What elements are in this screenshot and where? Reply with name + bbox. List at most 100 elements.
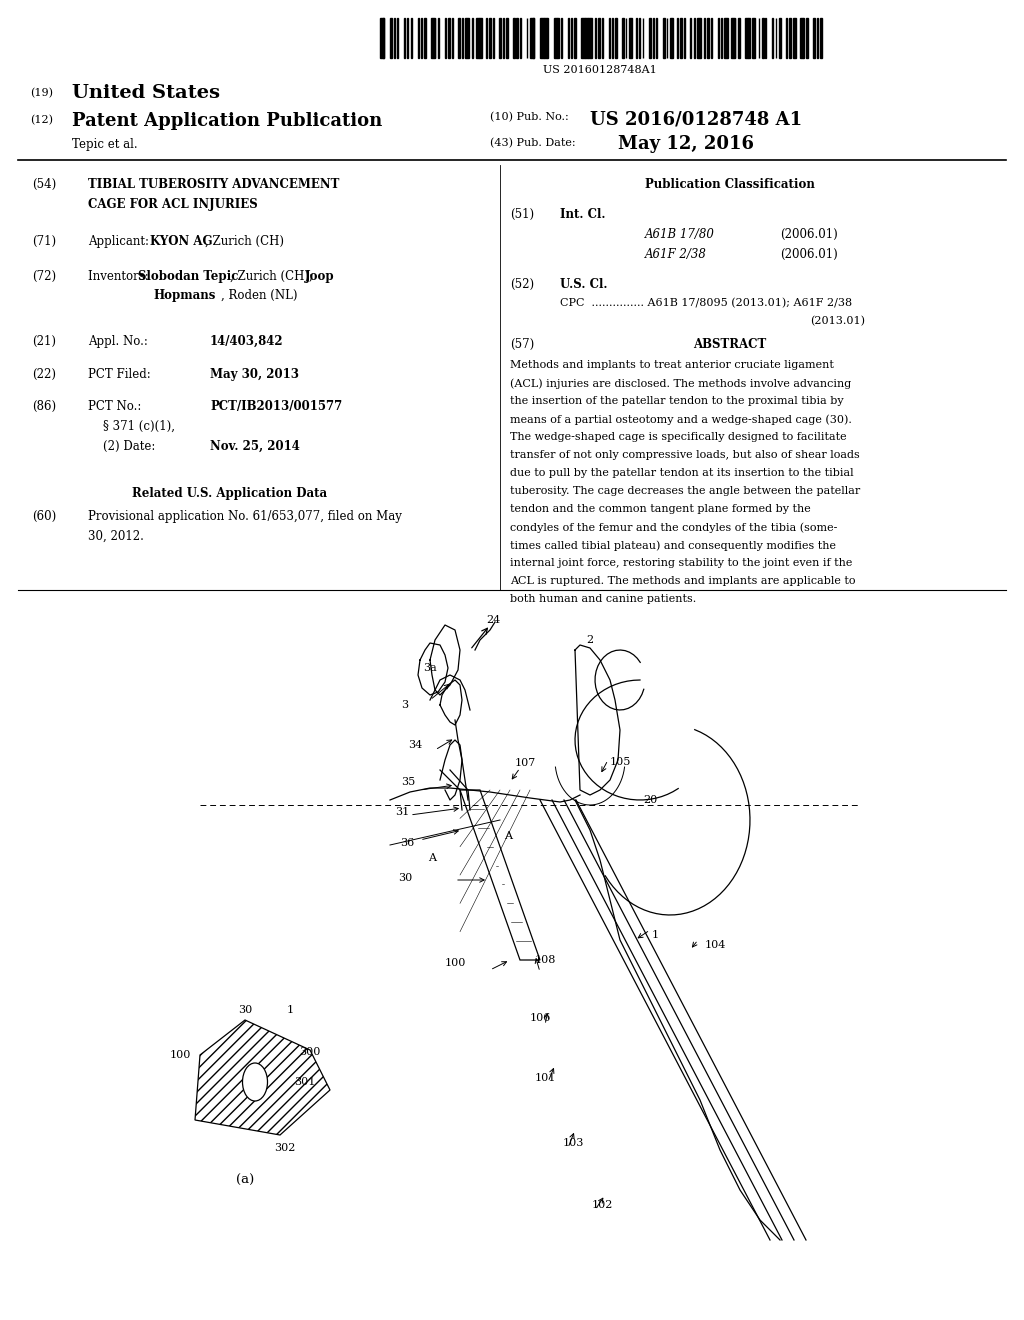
Text: 104: 104 (705, 940, 726, 950)
Text: , Zurich (CH): , Zurich (CH) (205, 235, 284, 248)
Bar (708, 18, 709, 58)
Bar (585, 18, 588, 58)
Text: 105: 105 (609, 756, 631, 767)
Text: Joop: Joop (305, 271, 335, 282)
Text: PCT No.:: PCT No.: (88, 400, 141, 413)
Bar (820, 18, 821, 58)
Text: 30: 30 (398, 873, 412, 883)
Bar (623, 18, 624, 58)
Bar (506, 18, 508, 58)
Text: (10) Pub. No.:: (10) Pub. No.: (490, 112, 568, 123)
Text: PCT/IB2013/001577: PCT/IB2013/001577 (210, 400, 342, 413)
Text: (2013.01): (2013.01) (810, 315, 865, 326)
Text: Inventors:: Inventors: (88, 271, 153, 282)
Bar (557, 18, 559, 58)
Bar (738, 18, 739, 58)
Bar (762, 18, 764, 58)
Text: (ACL) injuries are disclosed. The methods involve advancing: (ACL) injuries are disclosed. The method… (510, 378, 851, 388)
Bar (670, 18, 674, 58)
Text: 31: 31 (395, 807, 410, 817)
Text: Applicant:: Applicant: (88, 235, 153, 248)
Text: (43) Pub. Date:: (43) Pub. Date: (490, 139, 575, 148)
Text: Hopmans: Hopmans (153, 289, 215, 302)
Bar (449, 18, 450, 58)
Text: (51): (51) (510, 209, 535, 220)
Bar (697, 18, 700, 58)
Text: 301: 301 (294, 1077, 315, 1086)
Bar (390, 18, 392, 58)
Text: 30, 2012.: 30, 2012. (88, 531, 144, 543)
Text: 300: 300 (299, 1047, 321, 1057)
Bar (485, 18, 487, 58)
Text: 108: 108 (535, 954, 556, 965)
Text: 107: 107 (514, 758, 536, 768)
Text: 100: 100 (169, 1049, 190, 1060)
Text: A: A (428, 853, 436, 863)
Bar (393, 18, 395, 58)
Bar (749, 18, 750, 58)
Bar (598, 18, 600, 58)
Text: 24: 24 (485, 615, 500, 624)
Text: , Roden (NL): , Roden (NL) (221, 289, 298, 302)
Text: The wedge-shaped cage is specifically designed to facilitate: The wedge-shaped cage is specifically de… (510, 432, 847, 442)
Text: Appl. No.:: Appl. No.: (88, 335, 147, 348)
Text: both human and canine patients.: both human and canine patients. (510, 594, 696, 605)
Text: condyles of the femur and the condyles of the tibia (some-: condyles of the femur and the condyles o… (510, 521, 838, 532)
Text: Related U.S. Application Data: Related U.S. Application Data (132, 487, 328, 500)
Text: (72): (72) (32, 271, 56, 282)
Text: , Zurich (CH);: , Zurich (CH); (230, 271, 316, 282)
Text: (54): (54) (32, 178, 56, 191)
Bar (493, 18, 494, 58)
Text: 1: 1 (651, 931, 658, 940)
Text: (2) Date:: (2) Date: (103, 440, 156, 453)
Text: A61B 17/80: A61B 17/80 (645, 228, 715, 242)
Text: Tepic et al.: Tepic et al. (72, 139, 137, 150)
Text: Provisional application No. 61/653,077, filed on May: Provisional application No. 61/653,077, … (88, 510, 401, 523)
Text: tendon and the common tangent plane formed by the: tendon and the common tangent plane form… (510, 504, 811, 513)
Text: A61F 2/38: A61F 2/38 (645, 248, 707, 261)
Text: 102: 102 (591, 1200, 612, 1210)
Bar (516, 18, 518, 58)
Text: (2006.01): (2006.01) (780, 228, 838, 242)
Bar (653, 18, 654, 58)
Text: Nov. 25, 2014: Nov. 25, 2014 (210, 440, 300, 453)
Ellipse shape (243, 1063, 267, 1101)
Text: 35: 35 (400, 777, 415, 787)
Polygon shape (195, 1020, 330, 1135)
Text: due to pull by the patellar tendon at its insertion to the tibial: due to pull by the patellar tendon at it… (510, 469, 854, 478)
Text: (12): (12) (30, 115, 53, 125)
Text: (86): (86) (32, 400, 56, 413)
Text: 30: 30 (238, 1005, 252, 1015)
Text: ABSTRACT: ABSTRACT (693, 338, 767, 351)
Bar (664, 18, 665, 58)
Text: US 2016/0128748 A1: US 2016/0128748 A1 (590, 110, 802, 128)
Text: times called tibial plateau) and consequently modifies the: times called tibial plateau) and consequ… (510, 540, 836, 550)
Text: 3: 3 (401, 700, 409, 710)
Text: Patent Application Publication: Patent Application Publication (72, 112, 382, 129)
Text: 1: 1 (287, 1005, 294, 1015)
Bar (615, 18, 616, 58)
Bar (479, 18, 482, 58)
Bar (816, 18, 818, 58)
Text: the insertion of the patellar tendon to the proximal tibia by: the insertion of the patellar tendon to … (510, 396, 844, 407)
Bar (608, 18, 610, 58)
Bar (418, 18, 419, 58)
Text: May 12, 2016: May 12, 2016 (618, 135, 754, 153)
Text: 302: 302 (274, 1143, 296, 1152)
Text: (2006.01): (2006.01) (780, 248, 838, 261)
Text: 100: 100 (444, 958, 466, 968)
Bar (530, 18, 534, 58)
Text: CAGE FOR ACL INJURIES: CAGE FOR ACL INJURIES (88, 198, 258, 211)
Bar (500, 18, 501, 58)
Text: 2: 2 (587, 635, 594, 645)
Text: Publication Classification: Publication Classification (645, 178, 815, 191)
Bar (567, 18, 569, 58)
Text: transfer of not only compressive loads, but also of shear loads: transfer of not only compressive loads, … (510, 450, 860, 459)
Bar (680, 18, 682, 58)
Text: § 371 (c)(1),: § 371 (c)(1), (103, 420, 175, 433)
Bar (745, 18, 749, 58)
Bar (790, 18, 791, 58)
Text: United States: United States (72, 84, 220, 102)
Bar (431, 18, 434, 58)
Bar (595, 18, 596, 58)
